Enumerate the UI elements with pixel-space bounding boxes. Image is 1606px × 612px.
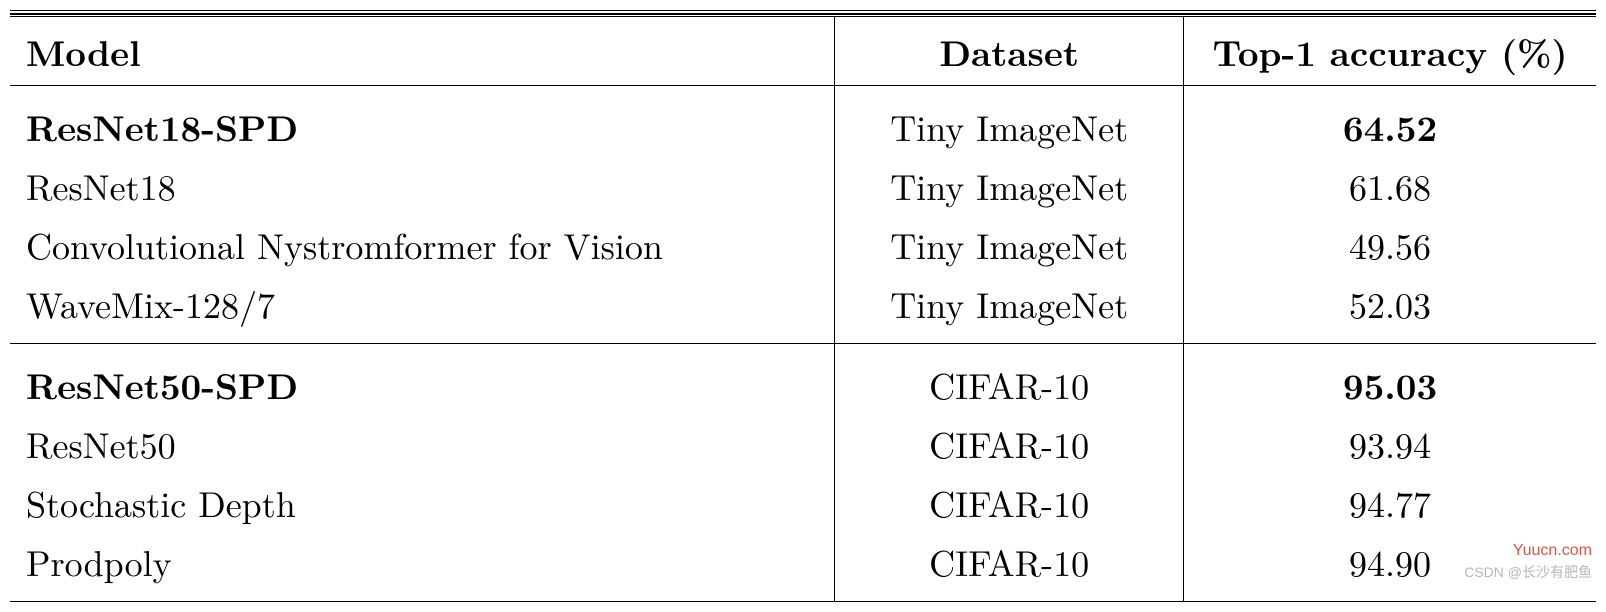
cell-dataset: Tiny ImageNet [835,156,1184,215]
header-row: Model Dataset Top-1 accuracy (%) [10,16,1596,86]
cell-dataset: CIFAR-10 [835,532,1184,602]
watermark-gray: CSDN @长沙有肥鱼 [1464,562,1592,582]
cell-dataset: Tiny ImageNet [835,86,1184,157]
table-row: WaveMix-128/7Tiny ImageNet52.03 [10,274,1596,344]
cell-dataset: Tiny ImageNet [835,215,1184,274]
table-row: ProdpolyCIFAR-1094.90 [10,532,1596,602]
cell-model: ResNet18 [10,156,835,215]
header-dataset: Dataset [835,16,1184,86]
table-row: ResNet50-SPDCIFAR-1095.03 [10,344,1596,415]
cell-model: WaveMix-128/7 [10,274,835,344]
table-row: Convolutional Nystromformer for VisionTi… [10,215,1596,274]
cell-accuracy: 52.03 [1184,274,1596,344]
table-row: Stochastic DepthCIFAR-1094.77 [10,473,1596,532]
cell-accuracy: 64.52 [1184,86,1596,157]
watermark-red: Yuucn.com [1513,542,1592,560]
cell-model: ResNet50-SPD [10,344,835,415]
cell-accuracy: 49.56 [1184,215,1596,274]
cell-model: Convolutional Nystromformer for Vision [10,215,835,274]
cell-accuracy: 93.94 [1184,414,1596,473]
header-model: Model [10,16,835,86]
cell-accuracy: 95.03 [1184,344,1596,415]
cell-accuracy: 94.77 [1184,473,1596,532]
cell-model: ResNet50 [10,414,835,473]
cell-model: ResNet18-SPD [10,86,835,157]
results-table-container: Model Dataset Top-1 accuracy (%) ResNet1… [10,10,1596,602]
cell-model: Prodpoly [10,532,835,602]
table-header: Model Dataset Top-1 accuracy (%) [10,16,1596,86]
table-row: ResNet50CIFAR-1093.94 [10,414,1596,473]
cell-dataset: Tiny ImageNet [835,274,1184,344]
results-table: Model Dataset Top-1 accuracy (%) ResNet1… [10,14,1596,602]
table-row: ResNet18Tiny ImageNet61.68 [10,156,1596,215]
table-body: ResNet18-SPDTiny ImageNet64.52ResNet18Ti… [10,86,1596,602]
cell-model: Stochastic Depth [10,473,835,532]
cell-dataset: CIFAR-10 [835,344,1184,415]
table-row: ResNet18-SPDTiny ImageNet64.52 [10,86,1596,157]
cell-dataset: CIFAR-10 [835,414,1184,473]
header-accuracy: Top-1 accuracy (%) [1184,16,1596,86]
cell-dataset: CIFAR-10 [835,473,1184,532]
cell-accuracy: 61.68 [1184,156,1596,215]
